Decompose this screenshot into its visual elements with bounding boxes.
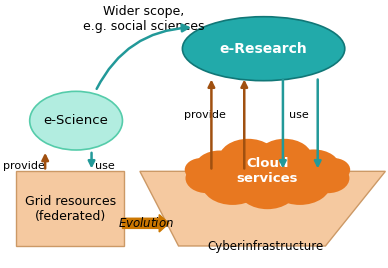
Text: provide: provide	[3, 161, 45, 171]
FancyArrow shape	[123, 215, 169, 232]
Circle shape	[238, 169, 297, 209]
Text: Wider scope,
e.g. social sciences: Wider scope, e.g. social sciences	[83, 5, 204, 33]
Text: provide: provide	[184, 110, 226, 120]
Circle shape	[306, 163, 350, 193]
Text: $\it{Evolution}$: $\it{Evolution}$	[118, 216, 174, 230]
Text: use: use	[289, 110, 308, 120]
Ellipse shape	[30, 91, 123, 150]
Circle shape	[195, 151, 244, 185]
Text: use: use	[95, 161, 115, 171]
Polygon shape	[140, 171, 385, 246]
Text: Cyberinfrastructure: Cyberinfrastructure	[208, 240, 324, 253]
Circle shape	[269, 162, 331, 205]
Circle shape	[256, 139, 312, 177]
Circle shape	[219, 139, 277, 179]
Circle shape	[288, 150, 340, 186]
Text: Grid resources
(federated): Grid resources (federated)	[25, 195, 116, 223]
Circle shape	[185, 163, 229, 193]
Text: e-Research: e-Research	[220, 42, 307, 56]
Text: Cloud
services: Cloud services	[237, 157, 298, 185]
Ellipse shape	[182, 17, 345, 81]
Circle shape	[227, 146, 308, 202]
Circle shape	[202, 162, 263, 205]
Circle shape	[185, 158, 219, 181]
Circle shape	[316, 158, 350, 181]
Bar	[16, 171, 125, 246]
Text: e-Science: e-Science	[43, 114, 109, 127]
